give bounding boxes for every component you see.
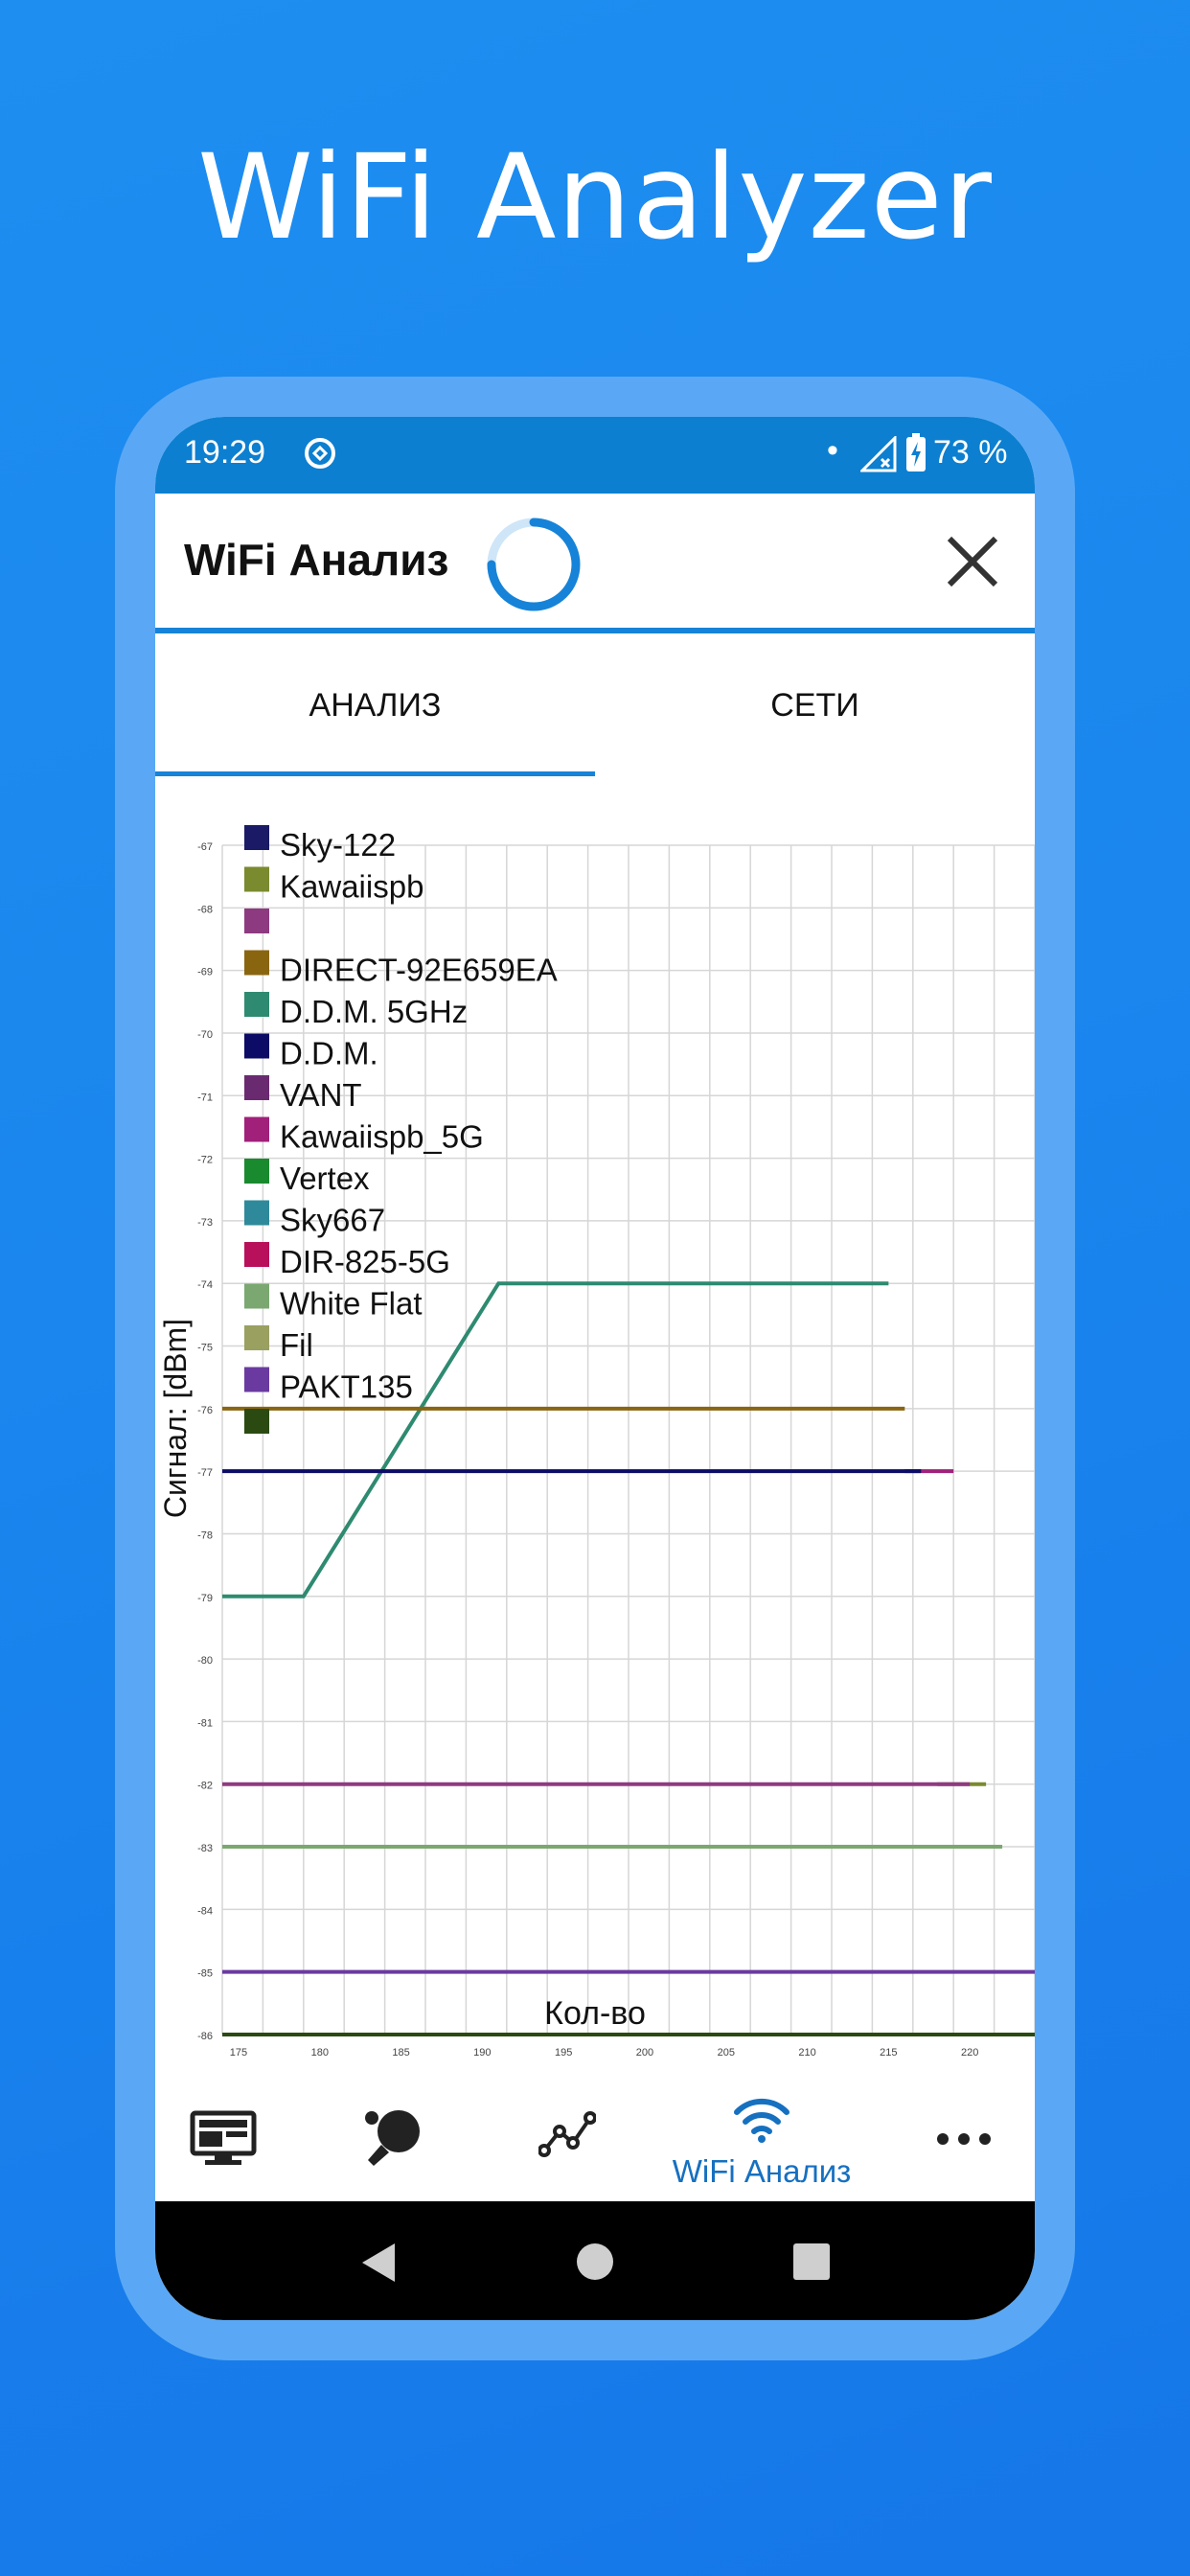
legend-swatch [244, 1159, 269, 1184]
page-title: WiFi Анализ [184, 535, 449, 585]
loading-spinner-icon [487, 518, 581, 611]
x-tick-label: 200 [636, 2047, 653, 2058]
app-bar: WiFi Анализ [155, 494, 1035, 633]
legend-swatch [244, 1242, 269, 1267]
y-axis-label: Сигнал: [dBm] [158, 1319, 193, 1518]
y-tick-label: -83 [197, 1843, 213, 1854]
legend-swatch [244, 1075, 269, 1100]
recents-icon[interactable] [792, 2242, 831, 2281]
back-icon[interactable] [356, 2240, 399, 2286]
legend-swatch [244, 1325, 269, 1350]
signal-off-icon [860, 436, 897, 472]
wifi-icon [734, 2098, 790, 2143]
legend-label: Sky-122 [280, 827, 396, 862]
close-icon[interactable] [946, 535, 999, 588]
x-axis-ticks: 175 180 185 190 195 200 205 210 215 220 [230, 2047, 979, 2058]
nav-item-monitor[interactable] [184, 2060, 299, 2214]
tab-analysis[interactable]: АНАЛИЗ [309, 687, 442, 724]
x-tick-label: 190 [473, 2047, 491, 2058]
legend-swatch [244, 950, 269, 976]
tab-bar: АНАЛИЗ СЕТИ [155, 633, 1035, 777]
graph-icon [538, 2111, 596, 2157]
series-line [222, 1281, 889, 1598]
y-tick-label: -78 [197, 1530, 213, 1541]
legend-swatch [244, 1200, 269, 1226]
legend-label: D.D.M. 5GHz [280, 994, 468, 1029]
signal-chart: -67 -68 -69 -70 -71 -72 -73 -74 -75 -76 -77 -78 -79 -… [158, 825, 1035, 2058]
nav-label-wifi-analysis: WiFi Анализ [672, 2153, 852, 2189]
legend-label: PAKT135 [280, 1369, 413, 1405]
x-tick-label: 215 [880, 2047, 897, 2058]
y-tick-label: -84 [197, 1905, 213, 1917]
legend-label: White Flat [280, 1286, 423, 1322]
notification-dot: • [827, 432, 838, 469]
y-tick-label: -77 [197, 1467, 213, 1479]
headline: WiFi Analyzer [197, 129, 993, 265]
x-tick-label: 180 [311, 2047, 329, 2058]
legend-label: DIR-825-5G [280, 1244, 450, 1279]
legend-label: Kawaiispb_5G [280, 1119, 484, 1155]
legend-swatch [244, 1283, 269, 1309]
y-tick-label: -86 [197, 2031, 213, 2042]
y-tick-label: -81 [197, 1717, 213, 1729]
legend-label: Vertex [280, 1161, 370, 1196]
y-tick-label: -79 [197, 1593, 213, 1604]
legend-swatch [244, 1033, 269, 1059]
legend-label: DIRECT-92E659EA [280, 953, 558, 988]
legend-label: Fil [280, 1327, 313, 1363]
nav-item-wifi-analysis[interactable]: WiFi Анализ [656, 2060, 867, 2214]
y-axis-ticks: -67 -68 -69 -70 -71 -72 -73 -74 -75 -76 -77 -78 -79 -… [197, 841, 213, 2042]
nav-item-graph[interactable] [510, 2060, 625, 2214]
legend-swatch [244, 1367, 269, 1392]
system-navigation-bar [155, 2201, 1035, 2320]
home-icon[interactable] [575, 2242, 615, 2282]
legend-label: D.D.M. [280, 1036, 378, 1071]
chart-legend: Sky-122 Kawaiispb DIRECT-92E659EA D.D.M. 5G… [244, 825, 558, 1434]
ping-pong-icon [365, 2110, 420, 2166]
legend-swatch [244, 992, 269, 1017]
x-tick-label: 185 [392, 2047, 409, 2058]
monitor-icon [190, 2110, 257, 2165]
y-tick-label: -82 [197, 1781, 213, 1792]
sync-icon [305, 438, 335, 469]
y-tick-label: -73 [197, 1217, 213, 1229]
battery-percent: 73 % [933, 434, 1008, 471]
legend-label: Kawaiispb [280, 869, 423, 905]
x-tick-label: 210 [798, 2047, 815, 2058]
chart-series [222, 1281, 1035, 2036]
y-tick-label: -68 [197, 904, 213, 915]
y-tick-label: -75 [197, 1343, 213, 1354]
legend-swatch [244, 866, 269, 892]
legend-swatch [244, 908, 269, 933]
legend-swatch [244, 1409, 269, 1434]
y-tick-label: -85 [197, 1968, 213, 1980]
y-tick-label: -72 [197, 1155, 213, 1166]
y-tick-label: -70 [197, 1029, 213, 1041]
nav-item-more[interactable] [922, 2060, 1018, 2214]
x-tick-label: 175 [230, 2047, 247, 2058]
status-bar: 19:29 • 73 % [155, 417, 1035, 494]
battery-charging-icon [906, 433, 926, 472]
bottom-navigation: WiFi Анализ [155, 2060, 1035, 2214]
legend-label: VANT [280, 1077, 362, 1113]
legend-swatch [244, 1116, 269, 1142]
y-tick-label: -80 [197, 1655, 213, 1667]
status-time: 19:29 [184, 434, 266, 471]
x-tick-label: 195 [555, 2047, 572, 2058]
nav-item-ping[interactable] [347, 2060, 462, 2214]
legend-label: Sky667 [280, 1203, 385, 1238]
more-icon [937, 2133, 991, 2145]
y-tick-label: -67 [197, 841, 213, 853]
tab-indicator [155, 771, 595, 776]
y-tick-label: -74 [197, 1279, 213, 1291]
x-axis-label: Кол-во [544, 1995, 646, 2032]
x-tick-label: 205 [718, 2047, 735, 2058]
tab-networks[interactable]: СЕТИ [770, 687, 859, 724]
legend-swatch [244, 825, 269, 850]
y-tick-label: -76 [197, 1405, 213, 1416]
phone-screen: 19:29 • 73 % WiFi Анализ АНАЛИЗ СЕТИ [155, 417, 1035, 2320]
y-tick-label: -71 [197, 1092, 213, 1103]
y-tick-label: -69 [197, 967, 213, 978]
x-tick-label: 220 [961, 2047, 978, 2058]
